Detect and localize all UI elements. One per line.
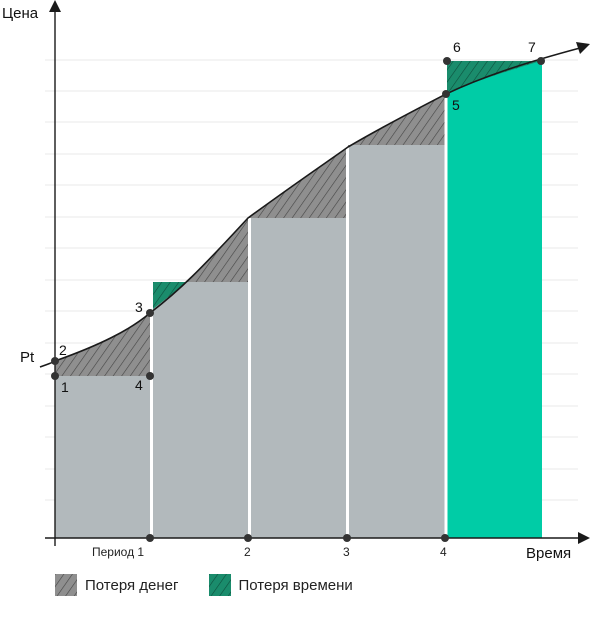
point-5-dot — [442, 90, 450, 98]
step-bar-period-1 — [55, 376, 150, 538]
time-bar — [447, 61, 542, 538]
point-6-dot — [443, 57, 451, 65]
point-1-dot — [51, 372, 59, 380]
point-7-dot — [537, 57, 545, 65]
legend-label-money-loss: Потеря денег — [85, 576, 179, 594]
x-axis-label: Время — [526, 545, 571, 562]
point-7-label: 7 — [528, 39, 536, 55]
time-loss-areas — [153, 61, 541, 309]
time-loss-area-top — [447, 61, 541, 92]
x-axis-arrow — [578, 532, 590, 544]
x-tick-label-4: 4 — [440, 545, 447, 559]
step-bar-period-2 — [153, 282, 248, 538]
legend-item-time-loss: Потеря времени — [208, 574, 353, 596]
legend-label-time-loss: Потеря времени — [238, 576, 353, 594]
money-loss-swatch-icon — [55, 574, 77, 596]
step-bars — [55, 145, 445, 538]
x-tick-label-3: 3 — [343, 545, 350, 559]
x-axis-tick-dots — [146, 534, 449, 542]
legend: Потеря денег Потеря времени — [55, 574, 383, 596]
period-separators — [150, 94, 448, 538]
point-4-label: 4 — [135, 377, 143, 393]
point-6-label: 6 — [453, 39, 461, 55]
step-bar-period-4 — [349, 145, 445, 538]
y-axis-label: Цена — [2, 5, 39, 22]
key-points — [51, 57, 545, 380]
point-4-dot — [146, 372, 154, 380]
point-3-dot — [146, 309, 154, 317]
time-loss-swatch-icon — [208, 574, 231, 596]
point-2-label: 2 — [59, 342, 67, 358]
point-1-label: 1 — [61, 379, 69, 395]
x-tick-label-2: 2 — [244, 545, 251, 559]
point-5-label: 5 — [452, 97, 460, 113]
money-loss-area-period-1 — [55, 313, 150, 376]
step-bar-period-3 — [251, 218, 346, 538]
time-loss-area-period-2 — [153, 282, 186, 309]
point-2-dot — [51, 357, 59, 365]
y-axis-arrow — [49, 0, 61, 12]
x-tick-label-period-1: Период 1 — [92, 545, 144, 559]
curve-arrow-head — [576, 42, 590, 54]
point-3-label: 3 — [135, 299, 143, 315]
legend-item-money-loss: Потеря денег — [55, 574, 179, 596]
pt-label: Pt — [20, 349, 35, 366]
